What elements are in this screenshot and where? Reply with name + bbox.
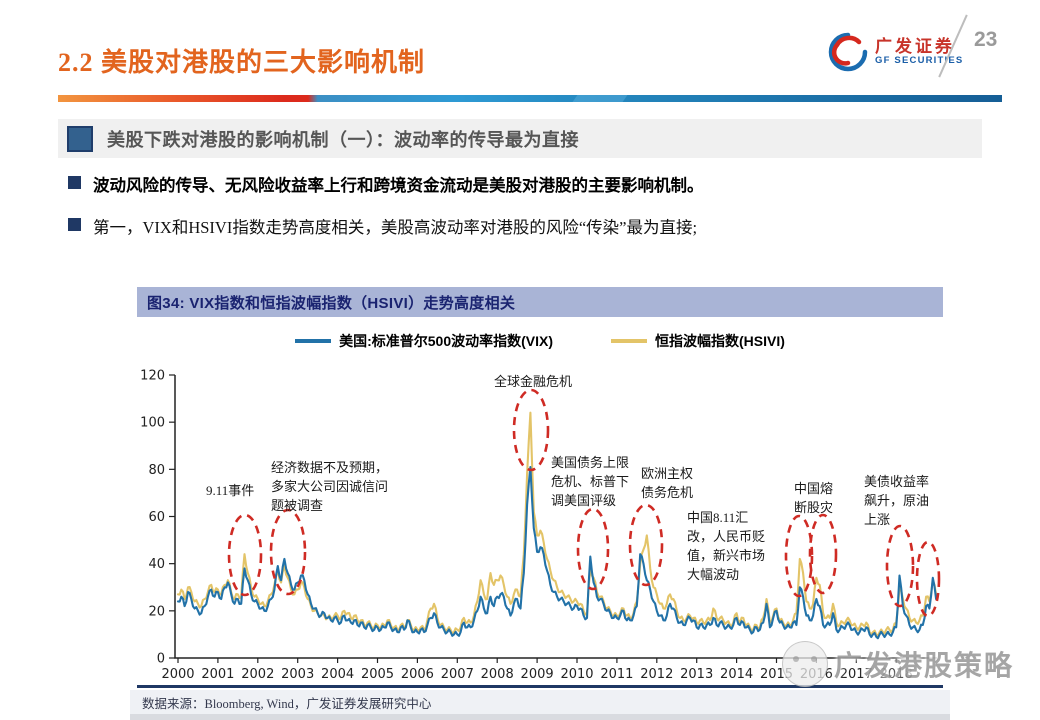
svg-text:2000: 2000 [161, 667, 194, 682]
watermark-text: 广发港股策略 [834, 651, 1015, 682]
svg-text:2014: 2014 [720, 667, 753, 682]
svg-text:2005: 2005 [361, 667, 394, 682]
svg-text:0: 0 [157, 652, 165, 667]
svg-text:20: 20 [148, 604, 165, 619]
figure-caption-text: 图34: VIX指数和恒指波幅指数（HSIVI）走势高度相关 [147, 294, 516, 312]
header-divider-bar [58, 95, 1002, 102]
legend-label-hsivi: 恒指波幅指数(HSIVI) [655, 333, 785, 349]
header-divider-wedge [572, 95, 628, 102]
legend-item-vix: 美国:标准普尔500波动率指数(VIX) [295, 331, 553, 351]
svg-text:2004: 2004 [321, 667, 354, 682]
legend-line-swatch-hsivi [611, 339, 648, 343]
svg-text:2011: 2011 [600, 667, 633, 682]
svg-text:2001: 2001 [201, 667, 234, 682]
svg-text:2009: 2009 [521, 667, 554, 682]
page-number: 23 [974, 28, 998, 51]
bullet-point-2: 第一，VIX和HSIVI指数走势高度相关，美股高波动率对港股的风险“传染”最为直… [68, 214, 988, 238]
svg-text:80: 80 [148, 463, 165, 478]
svg-text:2007: 2007 [441, 667, 474, 682]
svg-text:2017: 2017 [840, 667, 873, 682]
bullet-square-icon [68, 218, 81, 231]
legend-item-hsivi: 恒指波幅指数(HSIVI) [611, 331, 785, 351]
data-source-text: 数据来源：Bloomberg, Wind，广发证券发展研究中心 [142, 696, 432, 711]
figure-bottom-rule [137, 685, 943, 688]
svg-text:2002: 2002 [241, 667, 274, 682]
svg-text:2010: 2010 [560, 667, 593, 682]
watermark-logo-icon [782, 641, 828, 687]
svg-text:2012: 2012 [640, 667, 673, 682]
section-square-icon [67, 125, 93, 152]
bullet-text-2: 第一，VIX和HSIVI指数走势高度相关，美股高波动率对港股的风险“传染”最为直… [93, 218, 698, 237]
volatility-line-chart: 0 20 40 60 80 100 120 2000 2001 2002 2003 2004 2005 2… [140, 369, 941, 682]
svg-text:2013: 2013 [680, 667, 713, 682]
svg-text:2006: 2006 [401, 667, 434, 682]
company-logo: 广发证券 GF SECURITIES [828, 32, 963, 72]
watermark: 广发港股策略 [782, 641, 1014, 687]
figure-caption-bar: 图34: VIX指数和恒指波幅指数（HSIVI）走势高度相关 [137, 287, 943, 317]
section-heading-text: 美股下跌对港股的影响机制（一）：波动率的传导最为直接 [107, 129, 579, 150]
svg-text:100: 100 [140, 416, 165, 431]
section-heading-bar: 美股下跌对港股的影响机制（一）：波动率的传导最为直接 [58, 119, 982, 158]
svg-text:40: 40 [148, 557, 165, 572]
chart-legend: 美国:标准普尔500波动率指数(VIX) 恒指波幅指数(HSIVI) [137, 331, 943, 351]
data-source-bar: 数据来源：Bloomberg, Wind，广发证券发展研究中心 [130, 690, 950, 714]
svg-text:60: 60 [148, 510, 165, 525]
legend-label-vix: 美国:标准普尔500波动率指数(VIX) [339, 333, 554, 349]
bullet-point-1: 波动风险的传导、无风险收益率上行和跨境资金流动是美股对港股的主要影响机制。 [68, 172, 988, 196]
bullet-square-icon [68, 176, 81, 189]
logo-text-cn: 广发证券 [875, 37, 955, 57]
bottom-gray-strip [130, 714, 950, 720]
svg-text:120: 120 [140, 369, 165, 384]
legend-line-swatch-vix [295, 339, 332, 343]
slide-title: 2.2 美股对港股的三大影响机制 [58, 48, 426, 77]
gf-securities-logo-icon [828, 32, 868, 72]
svg-text:2003: 2003 [281, 667, 314, 682]
bullet-text-1: 波动风险的传导、无风险收益率上行和跨境资金流动是美股对港股的主要影响机制。 [93, 176, 704, 195]
svg-text:2008: 2008 [481, 667, 514, 682]
logo-text-en: GF SECURITIES [875, 54, 964, 66]
svg-text:2018: 2018 [880, 667, 913, 682]
